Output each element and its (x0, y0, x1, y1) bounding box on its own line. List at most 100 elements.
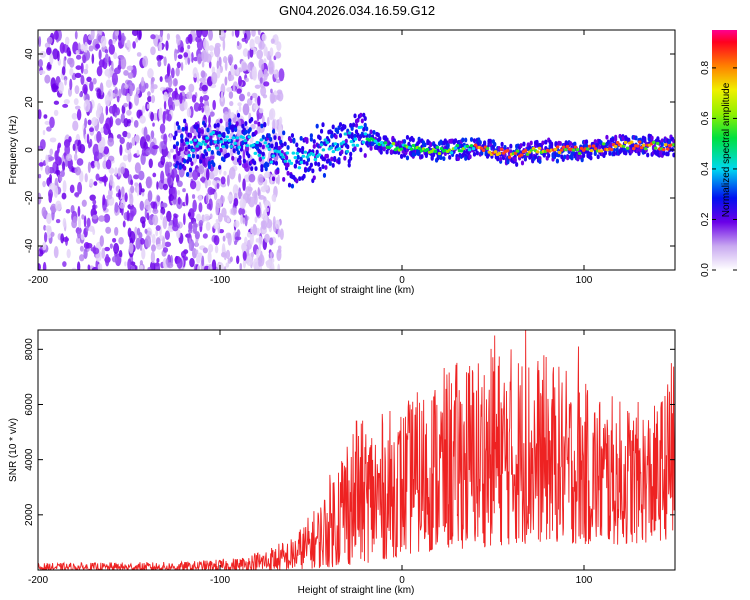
snr-y-tick-label: 4000 (24, 448, 35, 471)
spectrogram-noise-speckle (241, 62, 248, 72)
spectrogram-noise-speckle (49, 53, 54, 65)
spectrogram-signal-cell (238, 159, 242, 164)
spectrogram-noise-speckle (175, 34, 180, 40)
spectrogram-signal-cell (285, 155, 289, 161)
spectrogram-noise-speckle (193, 102, 200, 112)
spectrogram-noise-speckle (176, 180, 183, 188)
spectrogram-noise-speckle (141, 105, 146, 114)
spectrogram-signal-cell (533, 154, 538, 160)
spectrogram-noise-speckle (150, 83, 155, 94)
colorbar-tick-label: 0.0 (700, 263, 711, 277)
spectrogram-noise-speckle (83, 68, 89, 75)
spectrogram-signal-cell (656, 136, 660, 142)
spectrogram-noise-speckle (201, 255, 205, 267)
spectrogram-noise-speckle (177, 54, 183, 60)
spectrogram-noise-speckle (80, 233, 85, 241)
spectrogram-noise-speckle (44, 165, 51, 175)
spectrogram-signal-core (615, 141, 620, 145)
spectrogram-noise-speckle (211, 71, 218, 85)
spectrogram-noise-speckle (236, 88, 242, 94)
spectrogram-noise-speckle (141, 76, 145, 87)
spectrogram-noise-speckle (236, 255, 240, 265)
spectrogram-noise-speckle (209, 155, 215, 160)
spectrogram-signal-cell (299, 135, 303, 141)
spectrogram-noise-speckle (185, 192, 189, 206)
spectrogram-signal-cell (183, 118, 187, 124)
spectrogram-noise-speckle (151, 76, 155, 83)
spectrogram-signal-cell (353, 133, 357, 139)
spectrogram-signal-cell (350, 132, 354, 137)
spectrogram-signal-core (469, 144, 474, 148)
spectrogram-noise-speckle (95, 43, 101, 49)
spectrogram-noise-speckle (173, 121, 177, 133)
spectrogram-signal-cell (354, 122, 359, 128)
spectrogram-signal-cell (368, 133, 372, 139)
spectrogram-signal-cell (547, 153, 551, 158)
spectrogram-noise-speckle (53, 30, 59, 41)
spectrogram-noise-speckle (38, 192, 42, 205)
spectrogram-noise-speckle (261, 228, 268, 234)
spectrogram-noise-speckle (208, 198, 213, 211)
spectrogram-noise-speckle (167, 75, 173, 88)
spectrogram-noise-speckle (161, 236, 166, 250)
spectrogram-noise-speckle (250, 251, 254, 258)
spectrogram-noise-speckle (176, 61, 181, 69)
spectrogram-noise-speckle (84, 173, 88, 183)
spectrogram-signal-core (247, 135, 252, 139)
spectrogram-signal-core (201, 140, 206, 144)
spectrogram-noise-speckle (77, 216, 81, 229)
spectrogram-noise-speckle (142, 55, 149, 68)
spectrogram-signal-cell (362, 112, 366, 118)
spectrogram-noise-speckle (126, 65, 134, 71)
spectrogram-noise-speckle (264, 171, 271, 179)
spectrogram-noise-speckle (124, 261, 127, 267)
spectrogram-noise-speckle (74, 166, 81, 176)
spectrogram-signal-cell (180, 134, 184, 140)
spectrogram-noise-speckle (102, 194, 106, 206)
spectrogram-signal-core (185, 141, 190, 145)
spectrogram-signal-cell (317, 161, 321, 167)
spectrogram-noise-speckle (90, 30, 95, 40)
spectrogram-noise-speckle (201, 84, 208, 92)
spectrogram-noise-speckle (104, 246, 111, 252)
spectrogram-noise-speckle (277, 228, 281, 238)
spectrogram-noise-speckle (164, 241, 172, 248)
spectrogram-noise-speckle (163, 110, 167, 116)
spectrogram-noise-speckle (46, 212, 52, 225)
spectrogram-noise-speckle (126, 210, 130, 222)
spectrogram-signal-cell (197, 127, 201, 133)
spectrogram-noise-speckle (229, 256, 233, 263)
spectrogram-signal-core (359, 125, 364, 129)
spectrogram-noise-speckle (264, 233, 270, 243)
spectrogram-noise-speckle (262, 94, 268, 99)
spectrogram-noise-speckle (45, 225, 52, 232)
spectrogram-noise-speckle (116, 134, 122, 139)
spectrogram-signal-core (635, 144, 640, 148)
spectrogram-signal-cell (188, 132, 193, 138)
spectrogram-signal-cell (566, 155, 570, 161)
spectrogram-signal-cell (309, 136, 313, 142)
spectrogram-signal-cell (286, 145, 290, 150)
spectrogram-noise-speckle (135, 37, 139, 43)
spectrogram-signal-cell (244, 121, 248, 126)
spectrogram-noise-speckle (126, 39, 131, 48)
spectrogram-x-tick-label: 0 (399, 275, 405, 286)
spectrogram-noise-speckle (49, 116, 55, 129)
spectrogram-noise-speckle (271, 118, 278, 129)
spectrogram-noise-speckle (261, 33, 267, 42)
spectrogram-signal-cell (199, 144, 203, 150)
spectrogram-signal-cell (218, 165, 222, 170)
spectrogram-noise-speckle (230, 207, 238, 216)
spectrogram-signal-cell (503, 144, 507, 150)
spectrogram-signal-core (449, 151, 454, 155)
spectrogram-noise-speckle (104, 49, 109, 54)
spectrogram-noise-speckle (60, 233, 65, 244)
spectrogram-noise-speckle (223, 30, 227, 33)
spectrogram-noise-speckle (128, 242, 134, 254)
spectrogram-noise-speckle (50, 231, 55, 237)
spectrogram-noise-speckle (180, 61, 184, 71)
spectrogram-noise-speckle (167, 172, 172, 186)
spectrogram-noise-speckle (276, 41, 282, 52)
spectrogram-signal-cell (315, 149, 319, 155)
spectrogram-noise-speckle (235, 236, 242, 241)
